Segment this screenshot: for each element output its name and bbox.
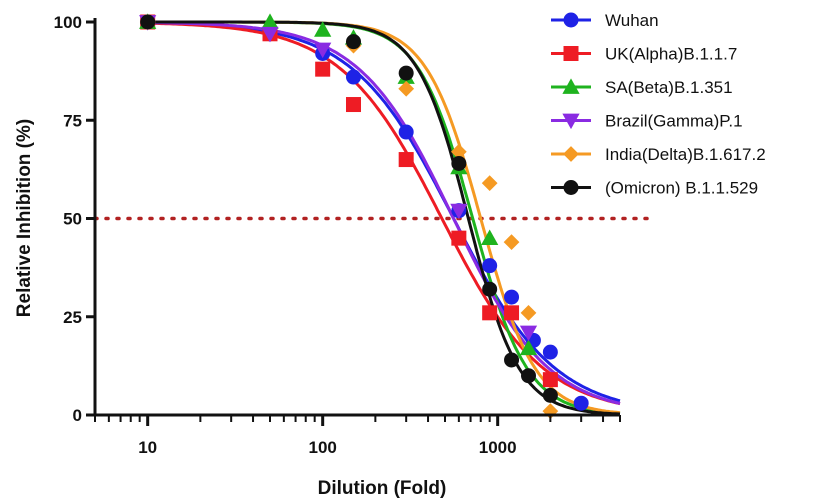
data-point-s3-3 <box>314 21 332 37</box>
data-point-s5-6 <box>503 234 520 250</box>
data-point-s3-8 <box>519 339 538 356</box>
data-point-s6-5 <box>482 281 498 297</box>
data-points-layer <box>139 13 589 419</box>
data-point-s2-5 <box>398 152 414 168</box>
legend-label-1: Wuhan <box>605 11 659 30</box>
fit-curve-1 <box>143 21 621 403</box>
x-axis-title: Dilution (Fold) <box>318 478 447 499</box>
data-point-s4-4 <box>450 203 468 220</box>
legend-marker-1 <box>563 12 579 28</box>
legend-marker-4 <box>562 113 580 130</box>
data-point-s1-5 <box>398 124 414 140</box>
y-tick-label-75: 75 <box>63 111 82 130</box>
data-point-s6-6 <box>504 352 520 368</box>
data-point-s5-5 <box>481 175 498 192</box>
data-point-s4-5 <box>519 325 538 342</box>
fit-curve-4 <box>143 21 621 405</box>
data-point-s4-2 <box>261 26 279 43</box>
data-point-s6-4 <box>451 155 467 171</box>
data-point-s3-2 <box>261 13 279 29</box>
data-point-s2-6 <box>451 230 467 246</box>
legend-label-4: Brazil(Gamma)P.1 <box>605 112 743 131</box>
y-axis-title: Relative Inhibition (%) <box>14 119 35 317</box>
data-point-s1-8 <box>504 289 520 305</box>
x-tick-label-100: 100 <box>308 438 336 457</box>
data-point-s3-7 <box>481 229 499 246</box>
data-point-s2-3 <box>315 61 331 77</box>
data-point-s6-3 <box>398 65 414 81</box>
fit-curves-layer <box>143 20 621 416</box>
legend-label-3: SA(Beta)B.1.351 <box>605 78 733 97</box>
data-point-s1-11 <box>573 395 589 411</box>
data-point-s2-8 <box>504 305 520 321</box>
data-point-s6-1 <box>140 14 156 30</box>
data-point-s6-8 <box>542 387 558 403</box>
legend-marker-3 <box>562 78 580 94</box>
data-point-s6-2 <box>345 34 361 50</box>
legend-label-6: (Omicron) B.1.1.529 <box>605 179 758 198</box>
x-tick-label-1000: 1000 <box>479 438 517 457</box>
data-point-s1-10 <box>542 344 558 360</box>
y-tick-label-100: 100 <box>54 13 82 32</box>
data-point-s5-3 <box>398 80 415 97</box>
data-point-s5-7 <box>520 304 537 321</box>
legend-marker-2 <box>563 46 579 61</box>
y-tick-label-50: 50 <box>63 210 82 229</box>
y-tick-label-0: 0 <box>73 406 82 425</box>
legend-label-5: India(Delta)B.1.617.2 <box>605 145 766 164</box>
data-point-s1-4 <box>345 69 361 85</box>
data-point-s6-7 <box>520 368 536 384</box>
legend-label-2: UK(Alpha)B.1.1.7 <box>605 45 737 64</box>
x-tick-label-10: 10 <box>138 438 157 457</box>
legend-marker-5 <box>563 146 579 162</box>
y-tick-label-25: 25 <box>63 308 82 327</box>
data-point-s4-3 <box>314 42 332 59</box>
data-point-s2-9 <box>542 372 558 388</box>
data-point-s5-4 <box>450 143 467 160</box>
data-point-s1-7 <box>482 258 498 274</box>
legend: Wuhan UK(Alpha)B.1.1.7 SA(Beta)B.1.351 Braz… <box>551 11 766 198</box>
fit-curve-2 <box>143 21 621 406</box>
legend-marker-6 <box>563 180 579 195</box>
axes-layer: 0 25 50 75 100 10 100 1000 <box>54 13 621 457</box>
data-point-s2-4 <box>345 97 361 113</box>
data-point-s2-7 <box>482 305 498 321</box>
fit-curve-6 <box>143 20 621 416</box>
